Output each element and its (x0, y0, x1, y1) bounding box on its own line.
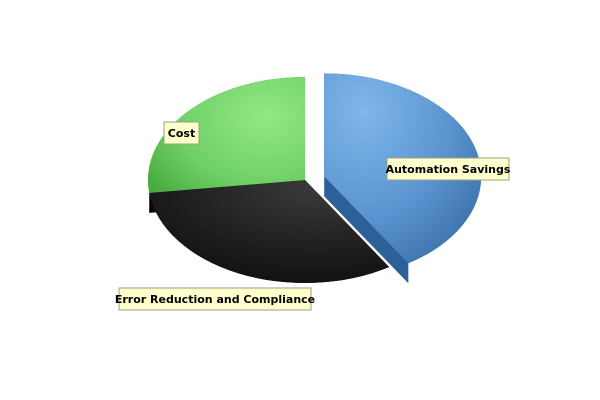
pie-label-automation-savings: Automation Savings (386, 157, 511, 181)
pie-label-cost: Cost (163, 121, 200, 145)
pie-label-error-reduction-and-compliance: Error Reduction and Compliance (115, 287, 315, 311)
label-box (163, 121, 200, 145)
pie-slice-error-reduction-and-compliance (149, 180, 390, 284)
pie-slice-cost (148, 77, 305, 193)
label-text: Error Reduction and Compliance (115, 293, 315, 306)
label-box (386, 157, 510, 181)
label-box (118, 287, 312, 311)
label-text: Automation Savings (386, 163, 511, 176)
pie-labels: Automation Savings Error Reduction and Co… (115, 121, 511, 311)
label-text: Cost (168, 127, 195, 140)
